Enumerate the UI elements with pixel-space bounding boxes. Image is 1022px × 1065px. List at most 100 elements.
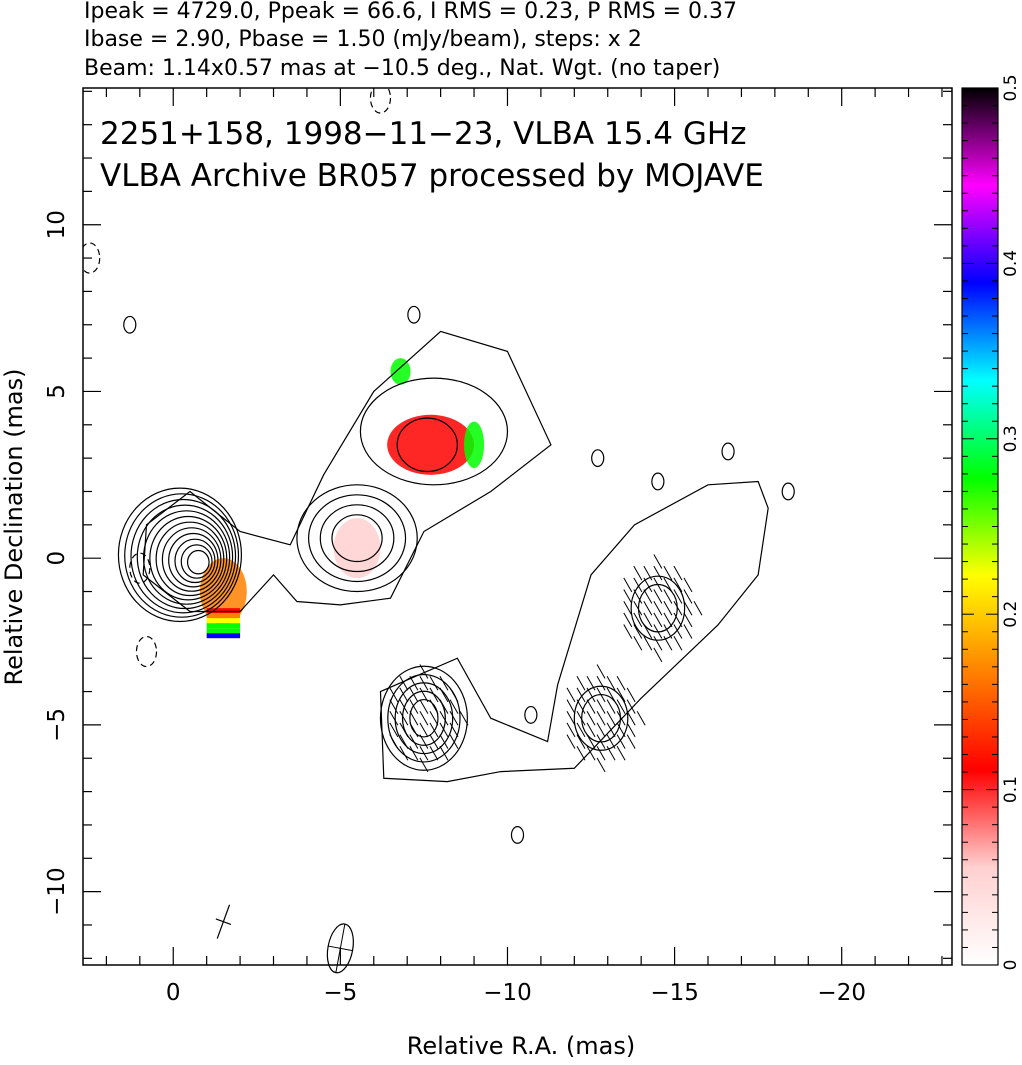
evpa-tick	[673, 565, 683, 581]
lobe-envelope	[379, 480, 769, 783]
pol-patch	[390, 358, 411, 385]
evpa-tick	[683, 589, 693, 604]
small-contour	[651, 472, 665, 491]
evpa-tick	[596, 746, 606, 761]
evpa-tick	[586, 699, 596, 714]
evpa-tick	[409, 746, 419, 761]
evpa-scale-short	[215, 918, 232, 925]
knot-contour	[401, 690, 446, 746]
evpa-tick	[399, 687, 409, 703]
jet-envelope	[142, 330, 552, 613]
evpa-tick	[606, 675, 616, 691]
core-contour	[142, 510, 231, 605]
knot-contour	[573, 685, 629, 751]
small-contour	[524, 705, 538, 724]
evpa-tick	[576, 722, 586, 738]
knot-contour	[630, 575, 686, 641]
pol-patch	[464, 421, 485, 469]
small-contour	[591, 449, 605, 468]
evpa-tick	[633, 624, 643, 639]
evpa-tick	[623, 600, 633, 616]
evpa-tick	[653, 624, 663, 639]
evpa-tick	[596, 722, 606, 738]
evpa-tick	[653, 554, 663, 569]
evpa-tick	[673, 600, 683, 616]
evpa-tick	[389, 687, 399, 703]
evpa-tick	[419, 757, 429, 773]
evpa-tick	[616, 710, 626, 726]
small-contour	[721, 442, 735, 461]
knot-contour	[409, 698, 439, 738]
evpa-vectors	[389, 554, 703, 773]
tick-labels: 0 −5 −10 −15 −20 −10 −5 0 5 10	[44, 210, 866, 1006]
evpa-tick	[626, 687, 636, 703]
jet-contour	[359, 377, 509, 486]
evpa-tick	[586, 687, 596, 703]
evpa-tick	[653, 647, 663, 663]
evpa-tick	[683, 577, 693, 593]
pol-strip	[206, 613, 241, 619]
evpa-tick	[399, 722, 409, 738]
evpa-tick	[596, 664, 606, 679]
header-line-1: Ipeak = 4729.0, Ppeak = 66.6, I RMS = 0.…	[84, 0, 737, 24]
evpa-scale-marker	[215, 904, 232, 939]
pol-strip	[206, 623, 241, 629]
evpa-tick	[429, 710, 439, 726]
evpa-tick	[623, 624, 633, 639]
header-line-3: Beam: 1.14x0.57 mas at −10.5 deg., Nat. …	[84, 56, 720, 81]
evpa-tick	[683, 600, 693, 616]
evpa-tick	[683, 624, 693, 639]
small-contour	[781, 482, 795, 501]
x-tick-label: −20	[817, 980, 866, 1006]
pol-patch	[136, 488, 224, 609]
evpa-tick	[409, 675, 419, 691]
evpa-tick	[439, 675, 449, 691]
knot-a-contour	[308, 494, 407, 583]
intensity-contours	[83, 88, 795, 844]
evpa-tick	[693, 600, 703, 616]
evpa-tick	[633, 600, 643, 616]
evpa-tick	[653, 612, 663, 628]
knot-a-contour	[296, 484, 418, 593]
evpa-tick	[399, 746, 409, 761]
y-tick-label: 5	[44, 384, 70, 399]
colorbar-label: 0.5	[1001, 74, 1021, 101]
evpa-tick	[653, 600, 663, 616]
evpa-tick	[586, 722, 596, 738]
evpa-tick	[449, 710, 459, 726]
core-contour	[136, 504, 234, 610]
beam-outline	[326, 923, 354, 974]
evpa-tick	[419, 746, 429, 761]
evpa-tick	[449, 699, 459, 714]
pol-patch	[333, 518, 381, 579]
evpa-tick	[633, 612, 643, 628]
evpa-tick	[663, 589, 673, 604]
evpa-tick	[636, 710, 646, 726]
evpa-tick	[449, 734, 459, 749]
evpa-tick	[653, 577, 663, 593]
evpa-tick	[439, 722, 449, 738]
evpa-tick	[566, 687, 576, 703]
evpa-tick	[419, 675, 429, 691]
knot-a-contour	[319, 504, 395, 573]
header-line-2: Ibase = 2.90, Pbase = 1.50 (mJy/beam), s…	[84, 27, 642, 52]
evpa-tick	[663, 612, 673, 628]
evpa-tick	[643, 600, 653, 616]
evpa-tick	[653, 635, 663, 651]
evpa-tick	[566, 722, 576, 738]
evpa-tick	[683, 612, 693, 628]
evpa-tick	[663, 565, 673, 581]
colorbar-label: 0.3	[1001, 425, 1021, 452]
pol-patch	[387, 414, 475, 475]
evpa-tick	[399, 734, 409, 749]
core-contour	[186, 549, 210, 575]
evpa-tick	[606, 746, 616, 761]
evpa-tick	[673, 577, 683, 593]
evpa-tick	[566, 699, 576, 714]
evpa-tick	[586, 675, 596, 691]
evpa-tick	[626, 734, 636, 749]
small-contour	[407, 305, 421, 324]
evpa-tick	[429, 699, 439, 714]
evpa-tick	[419, 710, 429, 726]
